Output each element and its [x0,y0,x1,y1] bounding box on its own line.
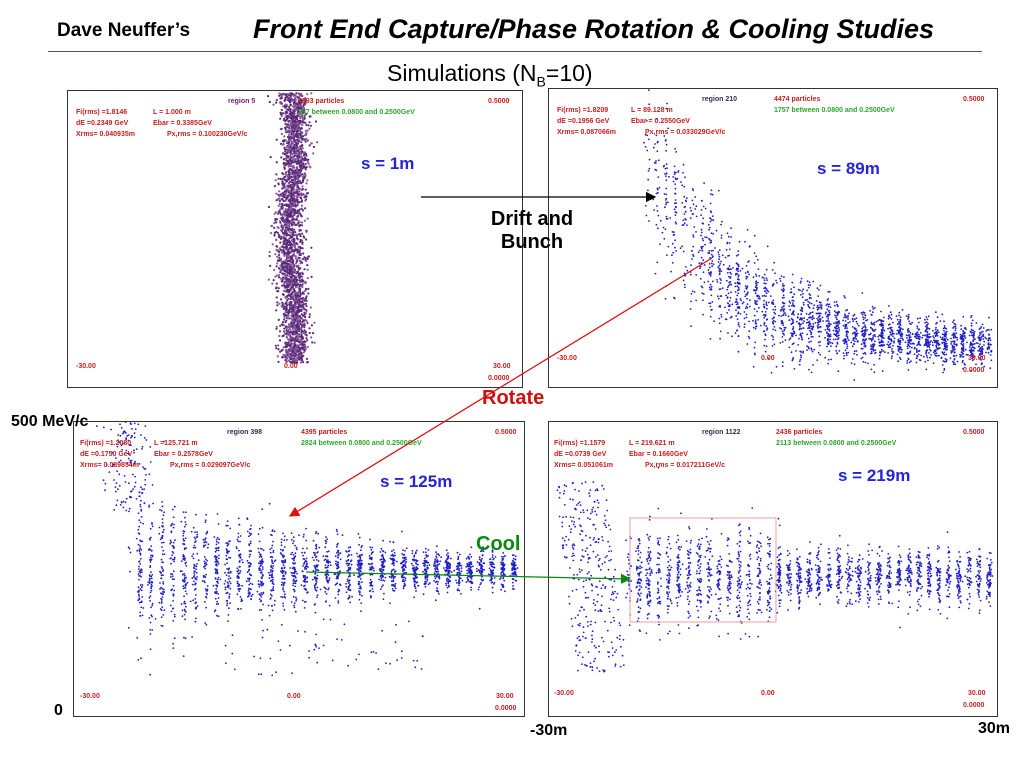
x-axis-mid: 0.00 [287,693,301,700]
region-label: region 398 [227,429,263,436]
particle-count: 4395 particles [301,429,348,436]
y-min-label: 0.0000 [488,375,510,382]
rotate-label: Rotate [482,387,545,409]
x-axis-left-label: -30m [530,722,568,739]
y-min-label: 0.0000 [963,367,985,374]
y-axis-zero-label: 0 [54,702,63,719]
subtitle-prefix: Simulations (N [387,60,537,86]
scatter-points [643,89,993,381]
x-axis-min: -30.00 [76,363,96,370]
y-max-label: 0.5000 [488,98,510,105]
phase-space-plot-s89: Fi(rms) =1.8209 L = 89.128 m region 210 … [548,88,998,388]
position-label: s = 1m [361,154,415,173]
particle-count: 2436 particles [776,429,823,436]
particle-count: 4474 particles [774,96,821,103]
x-rms: Xrms= 0.040935m [76,131,135,138]
y-max-label: 0.5000 [963,429,985,436]
energy-spread: dE =0.1956 GeV [557,118,610,125]
cooled-region-box [629,517,777,623]
x-axis-min: -30.00 [80,693,100,700]
region-label: region 5 [228,98,256,105]
subtitle-suffix: =10) [545,60,593,86]
cool-arrow [305,571,632,585]
energy-spread: dE =0.2349 GeV [76,120,129,127]
x-rms: Xrms= 0.089854m [80,462,139,469]
path-length: L = 1.000 m [153,109,191,116]
fi-rms: Fi(rms) =1.1579 [554,440,606,447]
region-label: region 210 [702,96,738,103]
energy-spread: dE =0.0739 GeV [554,451,607,458]
phase-space-plot-s219: Fi(rms) =1.1579 L = 219.621 m region 112… [548,421,998,717]
x-axis-max: 30.00 [496,693,514,700]
mean-energy: Ebar = 0.2578GeV [154,451,213,458]
rotate-arrow [288,257,713,517]
mean-energy: Ebar = 0.1660GeV [629,451,688,458]
position-label: s = 125m [380,472,453,491]
region-label: region 1122 [702,429,741,436]
subtitle-subscript: B [536,73,546,90]
cool-label: Cool [476,533,521,555]
author-label: Dave Neuffer’s [57,20,191,41]
px-rms: Px,rms = 0.100230GeV/c [167,131,248,138]
drift-label-line2: Bunch [500,231,564,253]
energy-window-count: 2113 between 0.0800 and 0.2500GeV [776,440,897,447]
px-rms: Px,rms = 0.017211GeV/c [645,462,725,469]
energy-window-count: 2824 between 0.0800 and 0.2500GeV [301,440,422,447]
path-length: L =125.721 m [154,440,198,447]
fi-rms: Fi(rms) =1.8209 [557,107,609,114]
energy-window-count: 257 between 0.0800 and 0.2500GeV [298,109,415,116]
page-subtitle: Simulations (NB=10) [387,60,593,90]
title-divider [48,51,982,52]
x-axis-mid: 0.00 [284,363,298,370]
x-axis-max: 30.00 [968,690,986,697]
energy-spread: dE =0.1750 GeV [80,451,133,458]
phase-space-plot-s125: Fi(rms) =1.2080 L =125.721 m region 398 … [73,421,525,717]
path-length: L = 89.128 m [631,107,673,114]
x-axis-min: -30.00 [554,690,574,697]
drift-label-line1: Drift and [490,208,574,230]
scatter-points [267,92,319,364]
path-length: L = 219.621 m [629,440,675,447]
mean-energy: Ebar = 0.2550GeV [631,118,690,125]
fi-rms: Fi(rms) =1.2080 [80,440,132,447]
particle-count: 4993 particles [298,98,345,105]
mean-energy: Ebar = 0.3385GeV [153,120,212,127]
fi-rms: Fi(rms) =1.8146 [76,109,128,116]
y-max-label: 0.5000 [963,96,985,103]
y-axis-top-label: 500 MeV/c [11,413,89,430]
x-axis-mid: 0.00 [761,690,775,697]
x-axis-mid: 0.00 [761,355,775,362]
px-rms: Px,rms = 0.029097GeV/c [170,462,251,469]
y-min-label: 0.0000 [963,702,985,709]
phase-space-plot-s1: Fi(rms) =1.8146 L = 1.000 m region 5 499… [67,90,523,388]
y-min-label: 0.0000 [495,705,517,712]
x-axis-min: -30.00 [557,355,577,362]
drift-bunch-label: Drift and Bunch [468,208,596,254]
x-rms: Xrms= 0.087066m [557,129,616,136]
x-axis-right-label: 30m [978,720,1011,737]
y-max-label: 0.5000 [495,429,517,436]
px-rms: Px,rms = 0.033029GeV/c [645,129,726,136]
x-rms: Xrms= 0.051061m [554,462,613,469]
scatter-points [556,466,994,673]
x-axis-max: 30.00 [493,363,511,370]
position-label: s = 89m [817,159,880,178]
position-label: s = 219m [838,466,911,485]
x-axis-max: 30.00 [968,355,986,362]
energy-window-count: 1757 between 0.0800 and 0.2500GeV [774,107,895,114]
page-title: Front End Capture/Phase Rotation & Cooli… [253,14,935,44]
